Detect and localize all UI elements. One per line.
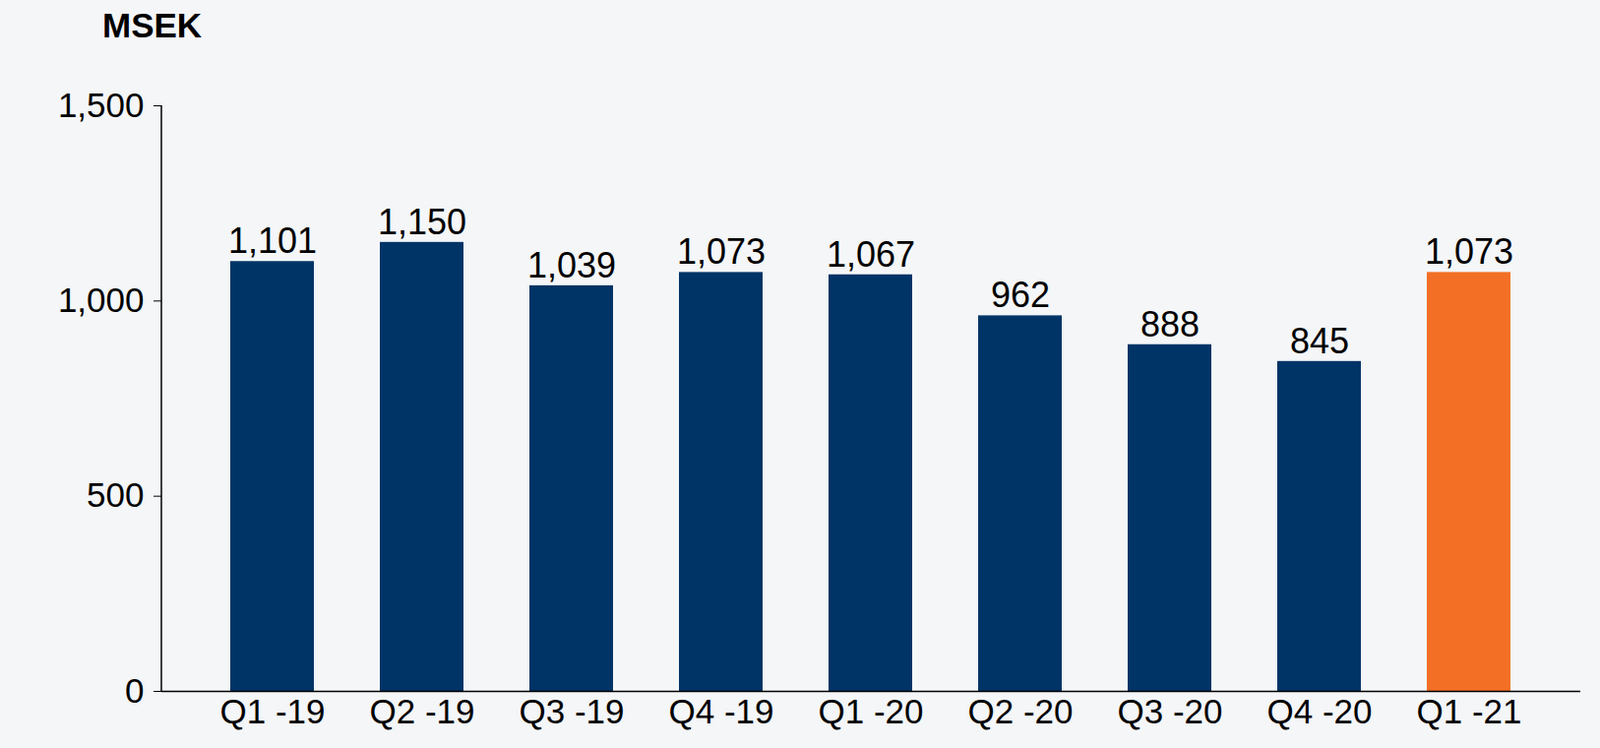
svg-text:1,101: 1,101	[228, 220, 317, 261]
svg-text:Q1 -19: Q1 -19	[220, 691, 326, 731]
svg-text:Q4 -19: Q4 -19	[669, 691, 775, 731]
svg-text:Q2 -19: Q2 -19	[369, 691, 476, 731]
svg-text:888: 888	[1140, 304, 1200, 345]
svg-text:Q1 -20: Q1 -20	[818, 691, 924, 731]
svg-text:962: 962	[990, 274, 1050, 315]
svg-text:1,500: 1,500	[58, 85, 145, 124]
svg-text:1,039: 1,039	[527, 245, 616, 286]
svg-text:Q3 -19: Q3 -19	[519, 691, 625, 731]
svg-text:1,067: 1,067	[826, 234, 916, 275]
svg-text:1,073: 1,073	[1424, 231, 1514, 272]
svg-text:1,000: 1,000	[58, 280, 145, 319]
svg-text:Q2 -20: Q2 -20	[968, 691, 1074, 731]
svg-text:500: 500	[86, 475, 144, 514]
svg-text:Q1 -21: Q1 -21	[1416, 691, 1523, 731]
html-text:MSEK: MSEK	[102, 5, 202, 45]
svg-text:0: 0	[124, 671, 144, 710]
svg-text:Q4 -20: Q4 -20	[1267, 691, 1373, 731]
svg-text:1,150: 1,150	[377, 201, 467, 243]
svg-text:1,073: 1,073	[676, 231, 766, 272]
svg-text:Q3 -20: Q3 -20	[1117, 691, 1224, 731]
svg-text:845: 845	[1290, 320, 1350, 362]
